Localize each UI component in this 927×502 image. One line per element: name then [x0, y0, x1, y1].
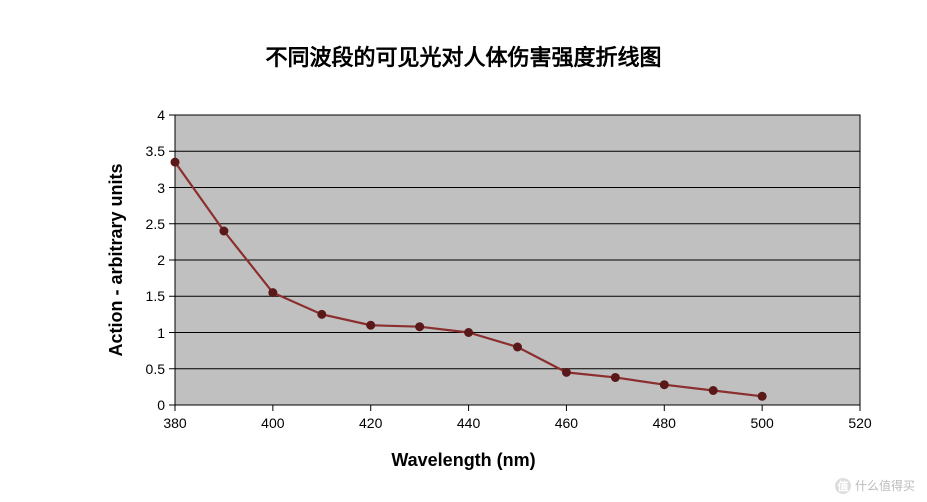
watermark: 值 什么值得买	[835, 477, 915, 494]
x-tick-label: 400	[253, 415, 293, 431]
y-tick-label: 0	[125, 397, 165, 413]
y-tick-label: 0.5	[125, 361, 165, 377]
y-tick-label: 2	[125, 252, 165, 268]
chart-title: 不同波段的可见光对人体伤害强度折线图	[0, 40, 927, 72]
x-tick-label: 440	[449, 415, 489, 431]
x-tick-label: 420	[351, 415, 391, 431]
watermark-text: 什么值得买	[855, 477, 915, 494]
data-point	[171, 158, 180, 167]
x-tick-label: 460	[546, 415, 586, 431]
y-axis-label: Action - arbitrary units	[106, 163, 127, 356]
x-tick-label: 480	[644, 415, 684, 431]
y-tick-label: 4	[125, 107, 165, 123]
data-point	[562, 368, 571, 377]
y-tick-label: 3.5	[125, 143, 165, 159]
data-point	[513, 343, 522, 352]
data-point	[611, 373, 620, 382]
data-point	[660, 380, 669, 389]
x-tick-label: 520	[840, 415, 880, 431]
y-tick-label: 1.5	[125, 288, 165, 304]
data-point	[317, 310, 326, 319]
x-tick-label: 380	[155, 415, 195, 431]
data-point	[464, 328, 473, 337]
data-point	[415, 322, 424, 331]
chart-svg	[175, 115, 860, 405]
watermark-icon: 值	[835, 478, 851, 494]
data-point	[366, 321, 375, 330]
data-point	[758, 392, 767, 401]
y-tick-label: 1	[125, 325, 165, 341]
data-point	[709, 386, 718, 395]
x-tick-label: 500	[742, 415, 782, 431]
data-point	[219, 227, 228, 236]
plot-area	[175, 115, 860, 405]
y-tick-label: 3	[125, 180, 165, 196]
x-axis-label: Wavelength (nm)	[0, 450, 927, 471]
y-tick-label: 2.5	[125, 216, 165, 232]
data-point	[268, 288, 277, 297]
